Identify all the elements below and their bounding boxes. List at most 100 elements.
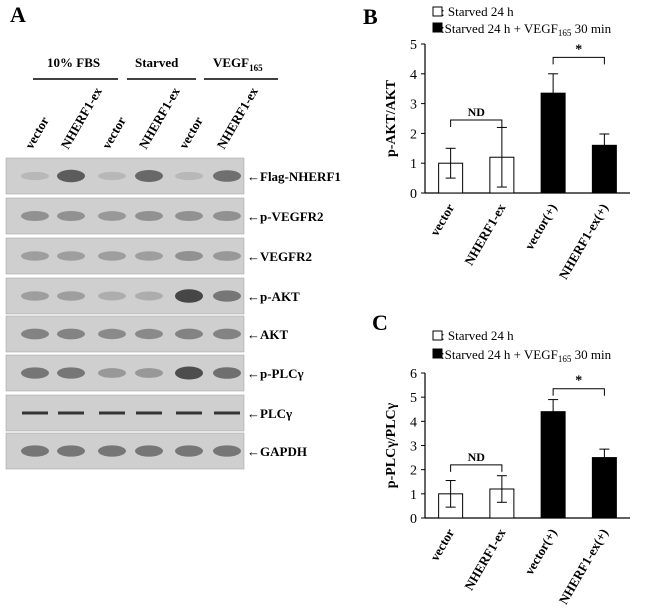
blot-band-6-3 xyxy=(136,411,162,415)
blot-band-2-1 xyxy=(57,251,85,261)
y-tick-label-1: 1 xyxy=(410,157,417,172)
y-tick-label-2: 2 xyxy=(410,127,417,142)
blot-band-0-0 xyxy=(21,171,49,181)
category-label-2: vector(+) xyxy=(521,201,559,252)
blot-band-4-0 xyxy=(21,328,49,340)
legend-label-starved-c: : Starved 24 h xyxy=(441,328,514,343)
y-tick-label-5: 5 xyxy=(410,38,417,53)
group-label-vegf-sub: 165 xyxy=(249,63,263,73)
significance-label-1: * xyxy=(575,374,582,389)
significance-label-1: * xyxy=(575,42,582,57)
blot-band-4-3 xyxy=(135,328,163,340)
category-label-1: NHERF1-ex xyxy=(461,526,509,593)
category-label-0: vector xyxy=(427,201,457,239)
panel-label-c: C xyxy=(372,310,388,335)
category-label-2: vector(+) xyxy=(521,526,559,577)
blot-strip-7 xyxy=(5,432,245,470)
blot-band-6-1 xyxy=(58,411,84,415)
panel-label-b: B xyxy=(363,4,378,29)
blot-band-1-4 xyxy=(175,210,203,222)
legend-b: : Starved 24 h :Starved 24 h + VEGF165 3… xyxy=(432,4,612,38)
blot-band-4-4 xyxy=(175,328,203,340)
legend-c: : Starved 24 h :Starved 24 h + VEGF165 3… xyxy=(432,328,612,364)
significance-bracket-0 xyxy=(450,464,503,472)
y-tick-label-4: 4 xyxy=(410,68,417,83)
blot-band-7-3 xyxy=(135,445,163,457)
blot-band-1-1 xyxy=(57,210,85,222)
blot-band-6-2 xyxy=(99,411,125,415)
lane-label-2: vector xyxy=(99,114,129,152)
blot-band-2-5 xyxy=(213,251,241,261)
y-tick-label-3: 3 xyxy=(410,98,417,113)
blot-band-7-4 xyxy=(175,445,203,457)
blot-strip-3 xyxy=(5,277,245,315)
legend-swatch-vegf-c xyxy=(432,348,443,359)
blot-strip-5 xyxy=(5,354,245,392)
blot-band-3-2 xyxy=(98,291,126,301)
blot-band-6-0 xyxy=(22,411,48,415)
y-tick-label-0: 0 xyxy=(410,512,417,527)
category-label-3: NHERF1-ex(+) xyxy=(556,201,611,282)
blot-group-headers: 10% FBS Starved VEGF165 xyxy=(33,55,278,80)
blot-band-3-3 xyxy=(135,291,163,301)
blot-band-0-3 xyxy=(135,170,163,182)
band-label-2: ←VEGFR2 xyxy=(247,249,312,264)
blot-band-7-2 xyxy=(98,445,126,457)
y-axis-title: p-AKT/AKT xyxy=(384,79,399,157)
group-label-fbs: 10% FBS xyxy=(47,55,100,70)
significance-bracket-1 xyxy=(552,56,605,65)
legend-swatch-starved-b xyxy=(432,6,443,17)
band-label-0: ←Flag-NHERF1 xyxy=(247,169,341,184)
y-tick-label-3: 3 xyxy=(410,440,417,455)
blot-band-2-0 xyxy=(21,251,49,261)
blot-band-1-3 xyxy=(135,210,163,222)
blot-band-1-5 xyxy=(213,210,241,222)
chart-p-plcg: p-PLCγ/PLCγ 0 1 2 3 4 5 6 vector NHERF1-ex vector(… xyxy=(384,367,630,607)
blot-band-0-4 xyxy=(175,171,203,181)
blot-band-1-2 xyxy=(98,211,126,221)
legend-swatch-vegf-b xyxy=(432,22,443,33)
lane-label-0: vector xyxy=(22,114,52,152)
blot-band-5-5 xyxy=(213,367,241,379)
y-tick-label-5: 5 xyxy=(410,391,417,406)
blot-band-7-0 xyxy=(21,445,49,457)
significance-label-0: ND xyxy=(468,105,486,119)
blot-band-0-1 xyxy=(57,169,85,183)
band-label-6: ←PLCγ xyxy=(247,406,292,421)
group-label-starved: Starved xyxy=(135,55,179,70)
blot-strip-0 xyxy=(5,157,245,195)
blot-band-3-4 xyxy=(175,289,203,303)
legend-label-vegf-b: :Starved 24 h + VEGF165 30 min xyxy=(441,21,612,38)
significance-label-0: ND xyxy=(468,450,486,464)
blot-band-2-2 xyxy=(98,251,126,261)
blot-band-2-4 xyxy=(175,250,203,262)
blot-band-5-3 xyxy=(135,368,163,378)
bar-3 xyxy=(591,457,617,519)
band-label-7: ←GAPDH xyxy=(247,444,307,459)
lane-label-1: NHERF1-ex xyxy=(58,84,106,151)
legend-swatch-starved-c xyxy=(432,330,443,341)
blot-strip-4 xyxy=(5,315,245,353)
blot-band-7-1 xyxy=(57,445,85,457)
blot-band-3-1 xyxy=(57,291,85,301)
blot-band-3-5 xyxy=(213,290,241,302)
blot-band-0-2 xyxy=(98,171,126,181)
legend-label-vegf-c: :Starved 24 h + VEGF165 30 min xyxy=(441,347,612,364)
blot-strip-2 xyxy=(5,237,245,275)
significance-bracket-1 xyxy=(552,388,605,396)
y-axis-title: p-PLCγ/PLCγ xyxy=(384,402,399,488)
band-label-1: ←p-VEGFR2 xyxy=(247,209,324,224)
panel-label-a: A xyxy=(10,2,26,27)
blot-band-2-3 xyxy=(135,251,163,261)
y-tick-label-6: 6 xyxy=(410,367,417,382)
blot-band-1-0 xyxy=(21,210,49,222)
lane-label-4: vector xyxy=(176,114,206,152)
significance-bracket-0 xyxy=(450,119,503,127)
category-label-0: vector xyxy=(427,526,457,564)
blot-band-3-0 xyxy=(21,291,49,301)
blot-band-4-2 xyxy=(98,328,126,340)
y-tick-label-2: 2 xyxy=(410,464,417,479)
